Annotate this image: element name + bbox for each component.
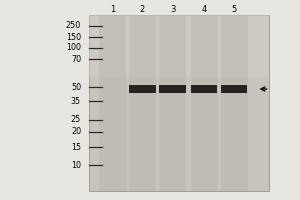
Text: 50: 50 (71, 83, 81, 92)
Text: 3: 3 (170, 5, 175, 14)
Text: 35: 35 (71, 97, 81, 106)
Text: 25: 25 (71, 116, 81, 124)
Text: 15: 15 (71, 142, 81, 152)
Bar (129, 85, 156, 93)
Bar (88, 15, 268, 77)
Text: 250: 250 (66, 21, 81, 30)
Bar (190, 15, 218, 191)
Text: 2: 2 (140, 5, 145, 14)
Text: 70: 70 (71, 54, 81, 64)
Bar (88, 15, 268, 191)
Text: 4: 4 (201, 5, 207, 14)
Bar (129, 15, 156, 191)
Bar (191, 85, 217, 93)
Bar (159, 15, 186, 191)
Bar (99, 15, 126, 191)
Text: 150: 150 (66, 32, 81, 42)
Text: 5: 5 (231, 5, 237, 14)
Bar (221, 85, 247, 93)
Text: 100: 100 (66, 44, 81, 52)
Text: 20: 20 (71, 128, 81, 136)
Text: 10: 10 (71, 160, 81, 169)
Text: 1: 1 (110, 5, 115, 14)
Bar (159, 85, 186, 93)
Bar (220, 15, 248, 191)
